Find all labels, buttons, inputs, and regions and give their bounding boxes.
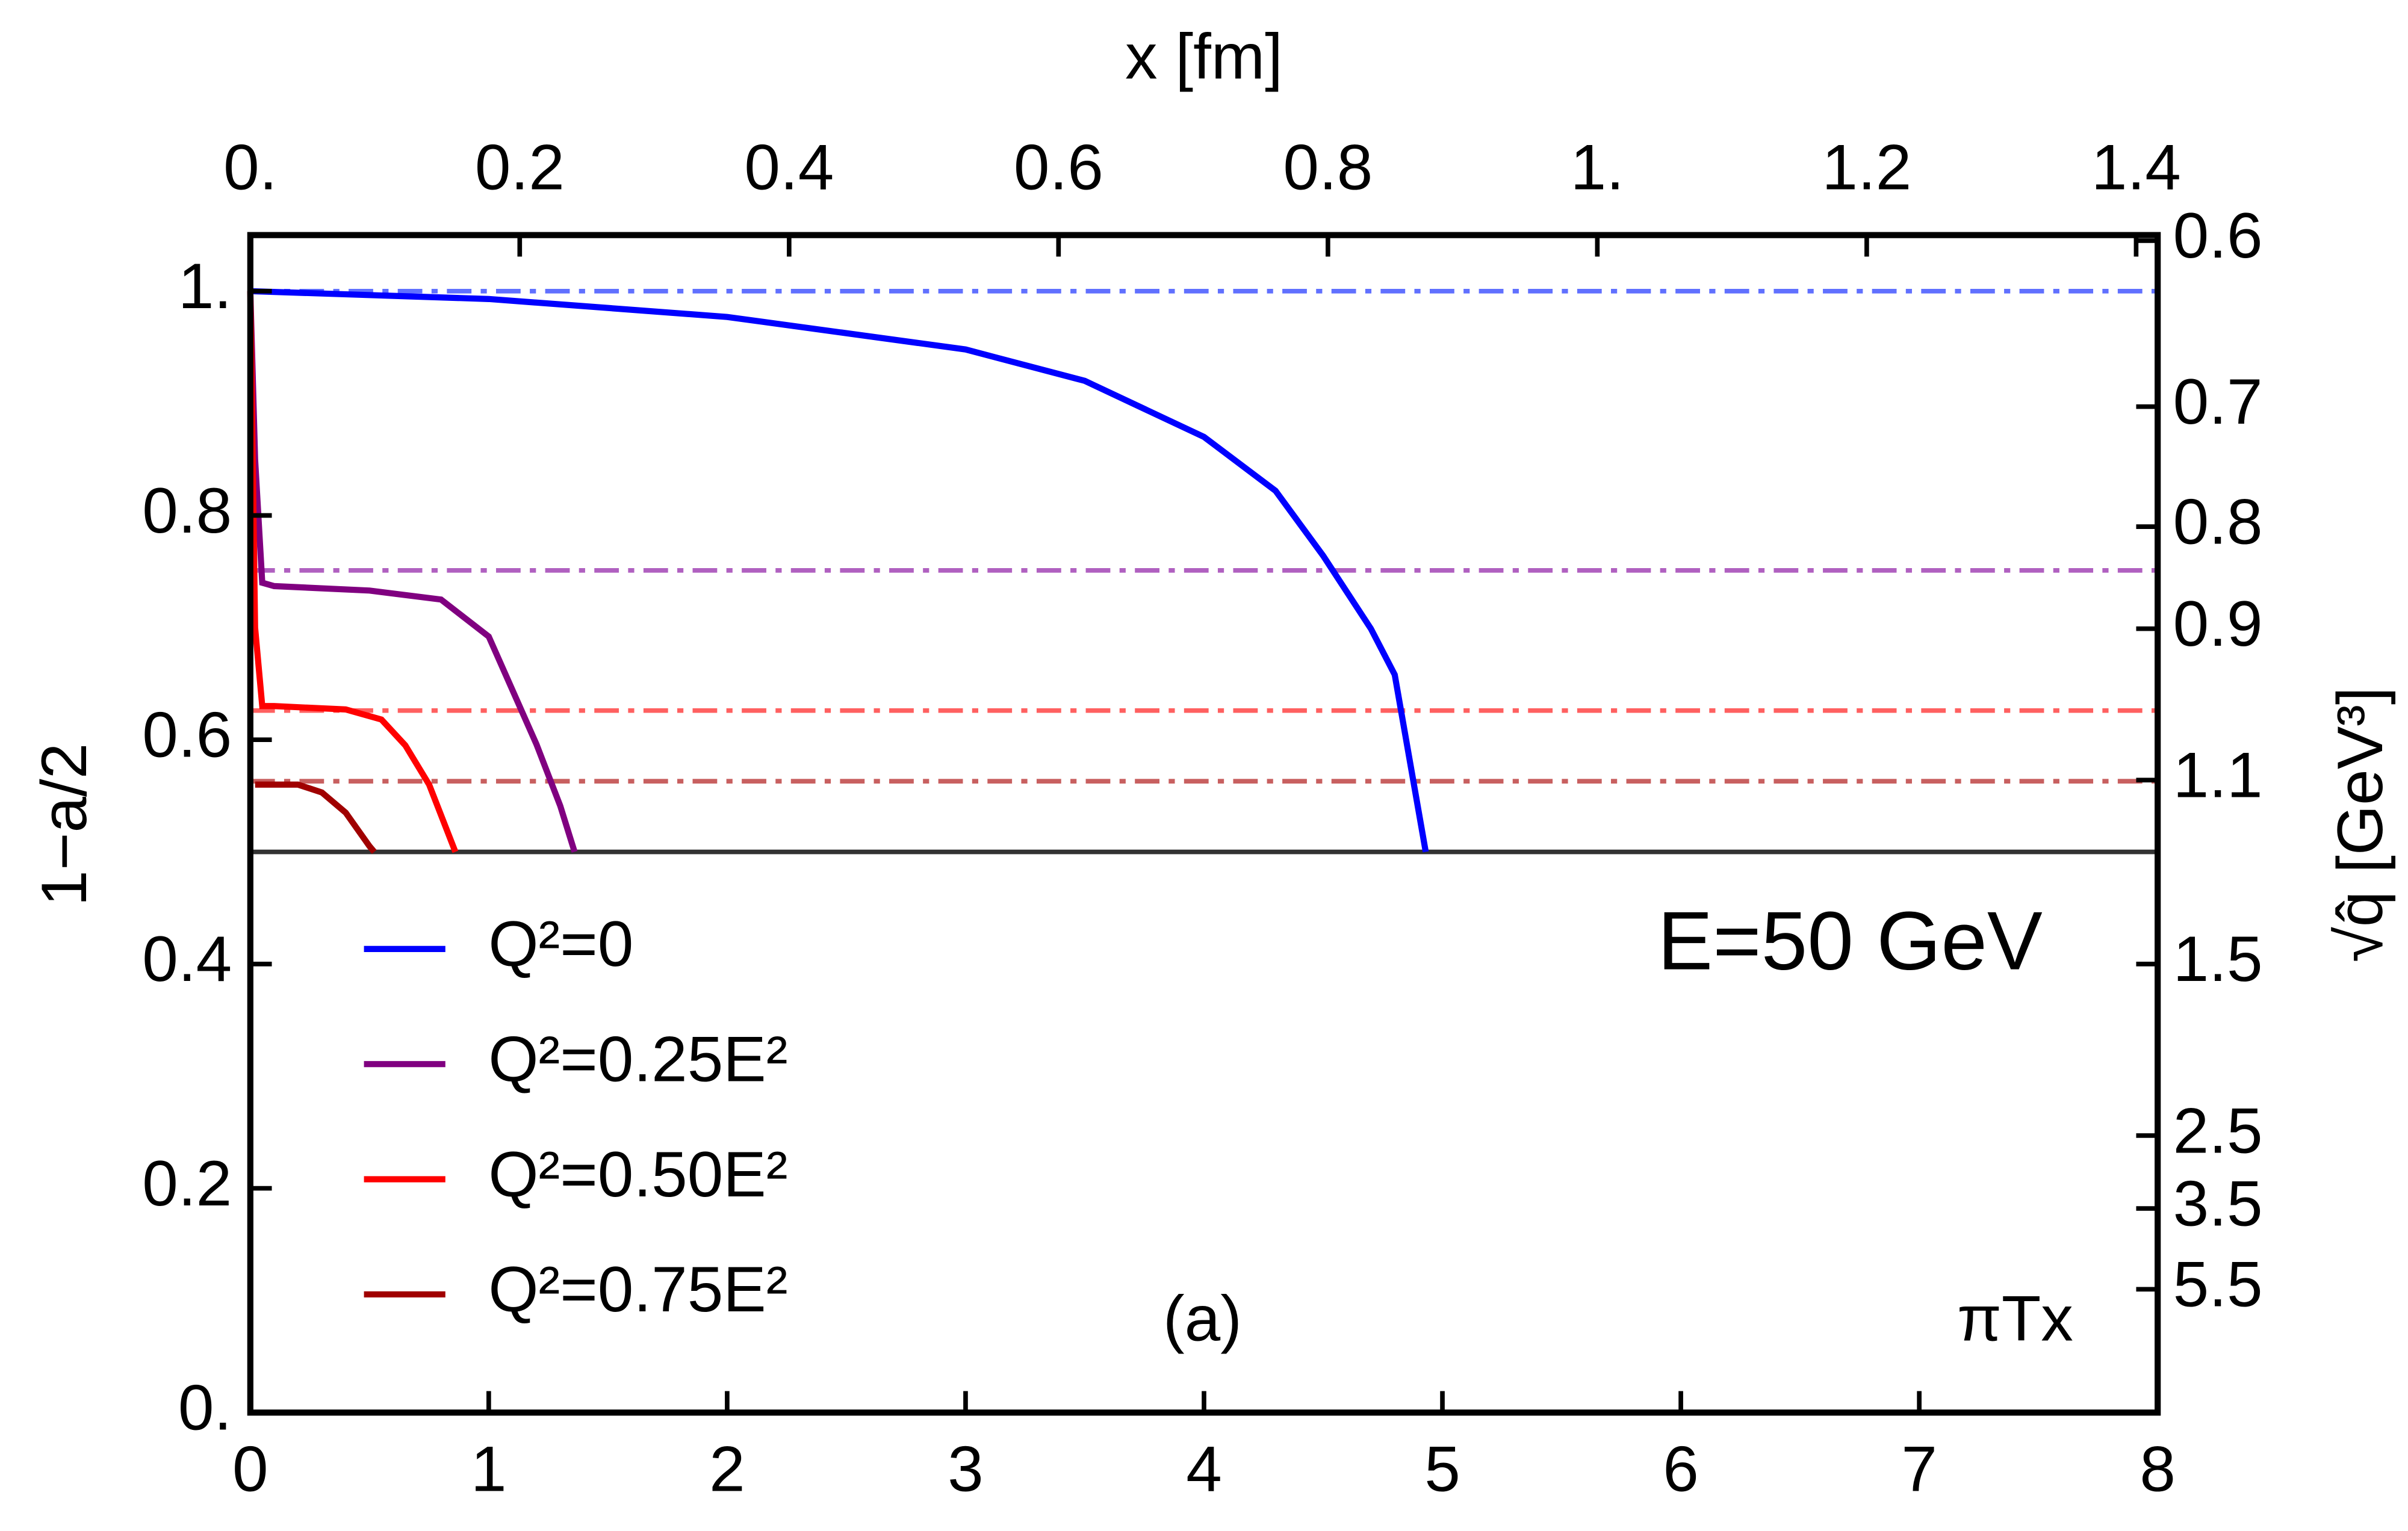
series-line [250, 288, 1429, 853]
series-line [247, 291, 578, 853]
x-tick-label: 4 [1186, 1433, 1222, 1505]
y2-axis-label: √q̂ [GeV³] [2324, 687, 2396, 962]
x-tick-label: 6 [1663, 1433, 1699, 1505]
x-tick-label: 7 [1901, 1433, 1937, 1505]
x2-tick-label: 0.8 [1283, 131, 1373, 203]
y-tick-label: 0.2 [142, 1147, 232, 1219]
y2-tick-label: 1.1 [2173, 739, 2263, 811]
x2-tick-label: 1.2 [1822, 131, 1911, 203]
y-tick-label: 0.4 [142, 923, 232, 995]
x-tick-label: 3 [948, 1433, 984, 1505]
panel-label: (a) [1163, 1282, 1242, 1355]
series-line [247, 291, 459, 853]
y-axis-label: 1−a/2 [28, 743, 100, 906]
legend-label: Q²=0.25E² [488, 1022, 787, 1095]
x2-tick-label: 1. [1571, 131, 1624, 203]
y-tick-label: 1. [178, 250, 232, 322]
x-tick-label: 1 [471, 1433, 507, 1505]
x-tick-label: 8 [2140, 1433, 2176, 1505]
x2-tick-label: 0.6 [1014, 131, 1103, 203]
x2-tick-label: 0.4 [744, 131, 834, 203]
legend-label: Q²=0 [488, 908, 633, 980]
x2-tick-label: 1.4 [2091, 131, 2181, 203]
x-axis-label: πTx [1957, 1282, 2073, 1355]
energy-annotation: E=50 GeV [1657, 895, 2043, 988]
x-tick-label: 5 [1424, 1433, 1460, 1505]
y-tick-label: 0.6 [142, 698, 232, 770]
y-tick-label: 0.8 [142, 474, 232, 546]
x2-axis-label: x [fm] [1125, 20, 1283, 93]
y-tick-label: 0. [178, 1372, 232, 1444]
y2-tick-label: 0.7 [2173, 365, 2263, 438]
x-tick-label: 0 [232, 1433, 268, 1505]
legend-label: Q²=0.75E² [488, 1253, 787, 1325]
x2-tick-label: 0. [223, 131, 277, 203]
x2-tick-label: 0.2 [475, 131, 565, 203]
y2-tick-label: 1.5 [2173, 923, 2263, 995]
y2-tick-label: 0.8 [2173, 485, 2263, 557]
y2-tick-label: 3.5 [2173, 1167, 2263, 1239]
y2-tick-label: 2.5 [2173, 1094, 2263, 1166]
y2-tick-label: 5.5 [2173, 1248, 2263, 1320]
plot-frame [247, 232, 2161, 1416]
legend-label: Q²=0.50E² [488, 1138, 787, 1210]
series-line [255, 781, 377, 854]
y2-tick-label: 0.9 [2173, 587, 2263, 660]
x-tick-label: 2 [709, 1433, 745, 1505]
y2-tick-label: 0.6 [2173, 199, 2263, 271]
